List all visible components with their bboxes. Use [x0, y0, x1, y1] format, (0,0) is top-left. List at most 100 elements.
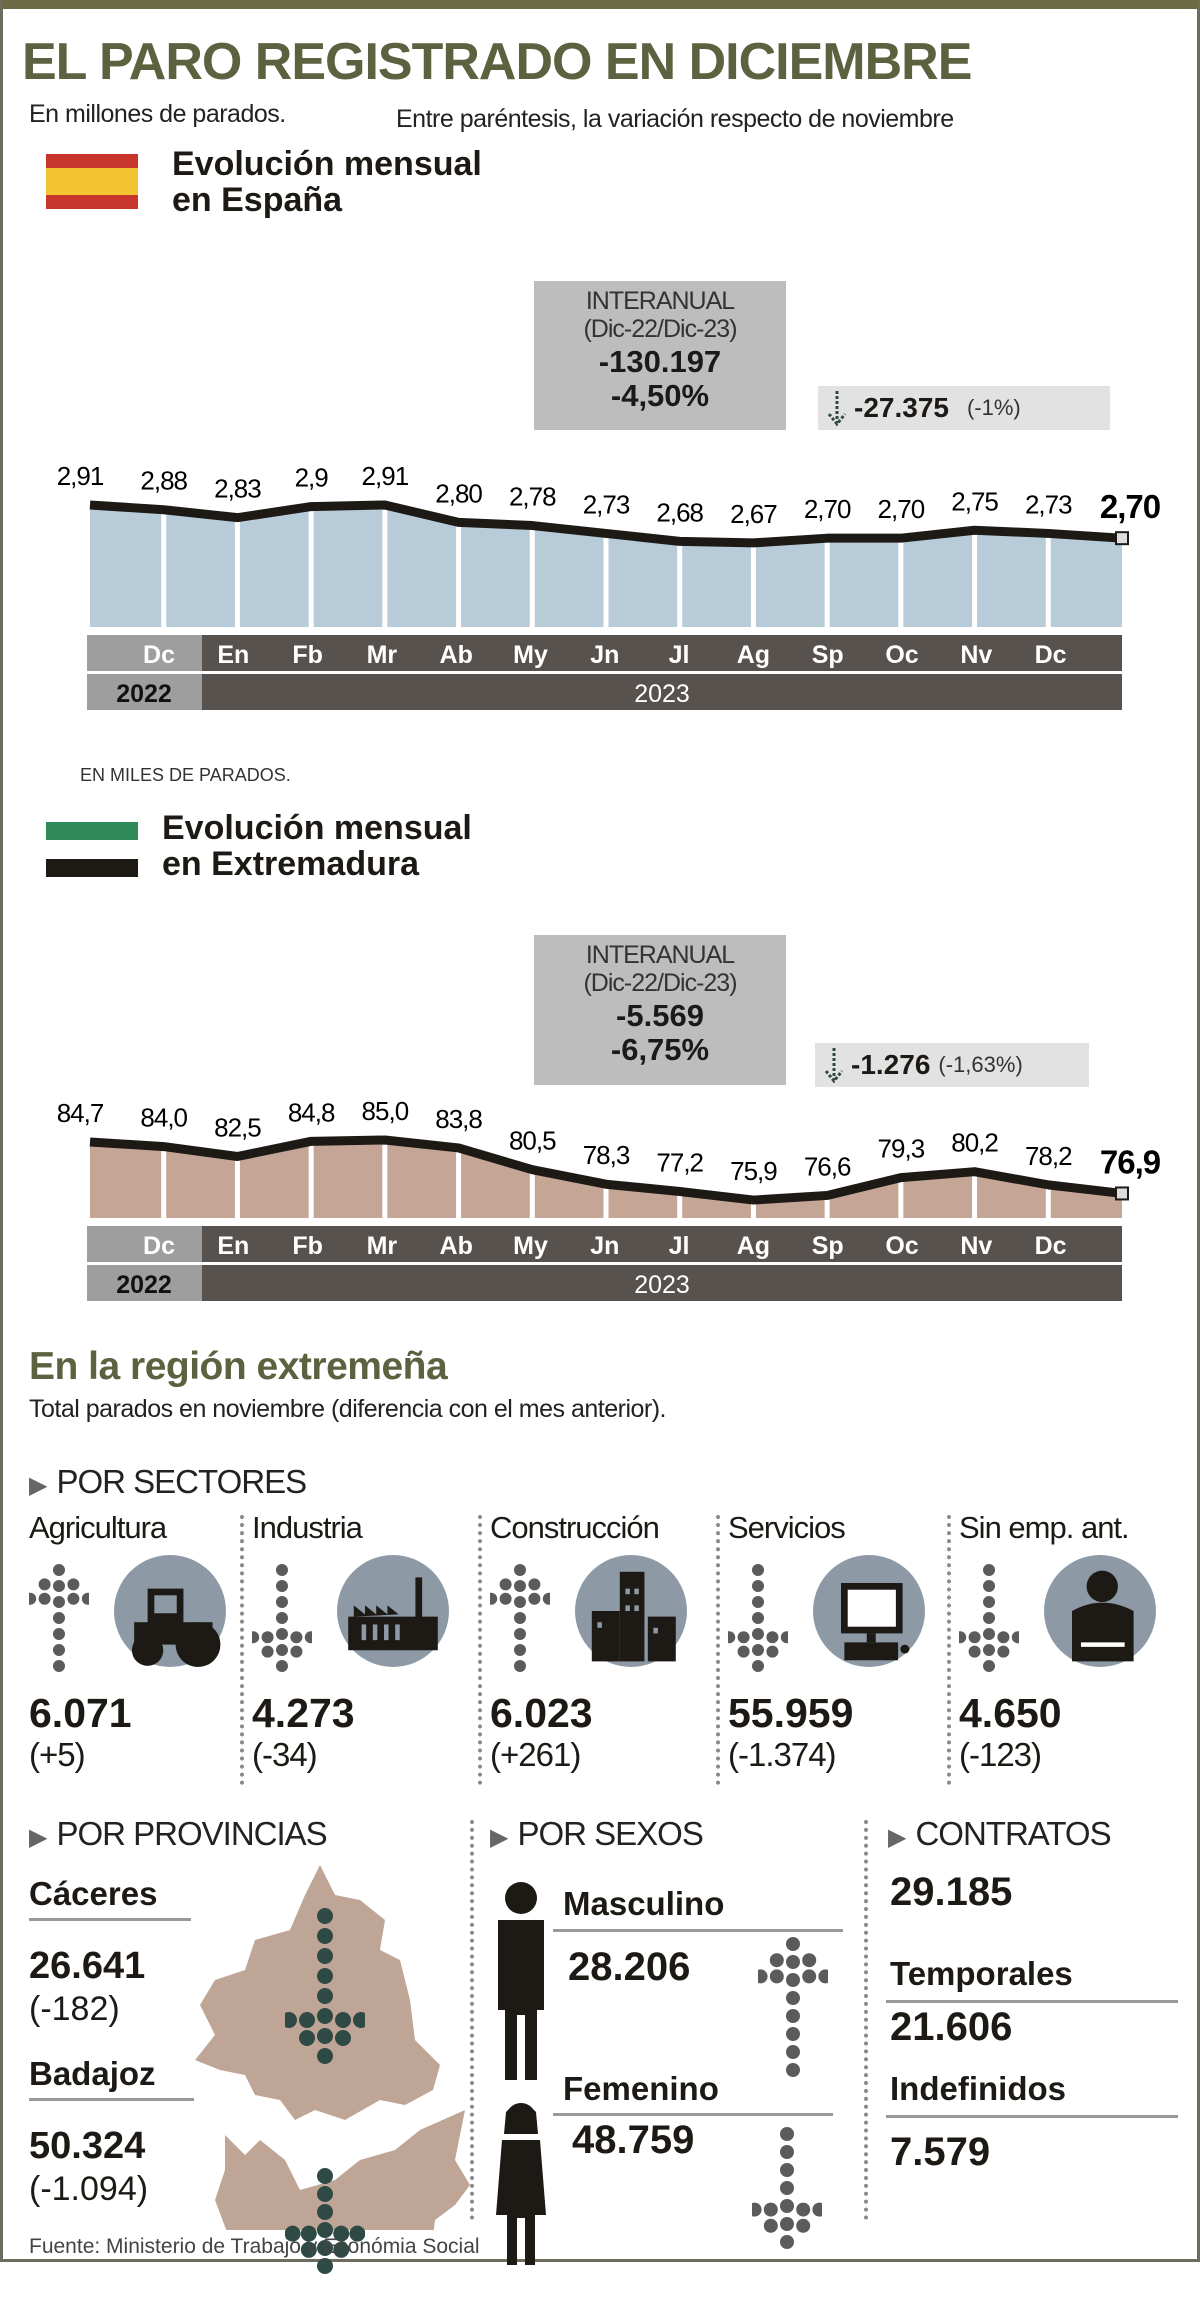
spain-title-line1: Evolución mensual	[172, 145, 482, 183]
arrow-dot	[317, 2048, 333, 2064]
arrow-dot	[752, 1628, 764, 1640]
spain-flag-icon	[46, 154, 138, 209]
sector-delta: (+261)	[490, 1736, 581, 1773]
month-label: Jn	[590, 641, 619, 669]
monthly-change-value: -1.276	[851, 1049, 931, 1080]
arrow-dot	[780, 2181, 794, 2195]
spain-chart: 2,91 2,88 2,83 2,9 2,91 2,80 2,78 2,73 2,68 2,67 2…	[57, 461, 1161, 710]
province-value-badajoz: 50.324	[29, 2125, 146, 2167]
data-label: 2,73	[1025, 489, 1072, 519]
arrow-dot	[514, 1660, 526, 1672]
series-line	[89, 500, 1123, 548]
data-label: 2,88	[140, 466, 187, 496]
arrow-dot	[53, 1612, 65, 1624]
arrow-dot	[786, 1991, 800, 2005]
province-delta-badajoz: (-1.094)	[29, 2170, 149, 2208]
divider	[864, 1820, 868, 2220]
arrow-dot	[796, 2202, 811, 2217]
month-label: Nv	[960, 641, 992, 669]
arrow-dot	[769, 1969, 784, 1984]
dotted-arrow-up-icon	[485, 1564, 555, 1672]
monthly-change-percent: (-1,63%)	[938, 1052, 1023, 1077]
divider	[716, 1515, 720, 1785]
provinces-heading: ▶ POR PROVINCIAS	[29, 1815, 328, 1853]
sector-label: Sin emp. ant.	[959, 1510, 1130, 1545]
arrow-dot	[780, 2199, 794, 2213]
month-label: Nv	[960, 1232, 992, 1260]
sector-value: 6.023	[490, 1690, 593, 1736]
year-band-2023	[202, 1265, 1122, 1301]
arrow-dot	[766, 1631, 779, 1644]
arrow-dot	[514, 1644, 526, 1656]
arrow-dot	[780, 2235, 794, 2249]
data-label: 2,83	[214, 474, 261, 504]
data-label: 85,0	[362, 1100, 409, 1126]
contracts-heading: ▶ CONTRATOS	[888, 1815, 1112, 1853]
data-label: 2,70	[878, 494, 925, 524]
month-label: Mr	[367, 1232, 398, 1260]
sex-value-female: 48.759	[572, 2118, 695, 2162]
contracts-heading-text: CONTRATOS	[915, 1815, 1111, 1852]
arrow-dot	[997, 1645, 1010, 1658]
arrow-dot	[786, 1937, 800, 1951]
person-icon	[1044, 1555, 1156, 1667]
month-label: My	[513, 1232, 548, 1260]
dotted-arrow-up-icon	[24, 1564, 94, 1672]
arrow-dot	[528, 1578, 541, 1591]
year-label: 2023	[634, 680, 690, 708]
underline	[553, 2113, 833, 2116]
month-label: En	[217, 641, 249, 669]
arrow-dot	[780, 2217, 794, 2231]
sector-trend-arrow	[485, 1558, 555, 1699]
arrow-dot	[261, 1645, 274, 1658]
month-band-2022	[87, 1226, 202, 1262]
data-label: 2,68	[656, 497, 703, 527]
arrow-dot	[317, 2186, 333, 2202]
data-label: 2,70	[1100, 488, 1160, 525]
sexes-heading-text: POR SEXOS	[517, 1815, 703, 1852]
data-label: 2,91	[362, 461, 409, 491]
triangle-icon: ▶	[29, 1824, 47, 1851]
month-label: Oc	[885, 1232, 918, 1260]
indefinidos-value: 7.579	[890, 2130, 991, 2174]
arrow-dot	[763, 2202, 778, 2217]
data-label: 83,8	[435, 1104, 482, 1134]
month-label: Dc	[143, 1232, 175, 1260]
caceres-map-shape	[195, 1865, 440, 2120]
female-trend-arrow-icon	[747, 2120, 827, 2279]
sector-trend-arrow	[247, 1558, 317, 1699]
arrow-dot	[499, 1592, 512, 1605]
arrow-dot	[780, 2127, 794, 2141]
extremadura-title-line2: en Extremadura	[162, 845, 419, 883]
month-label: Fb	[292, 1232, 323, 1260]
arrow-dot	[752, 1596, 764, 1608]
month-label: Sp	[812, 641, 844, 669]
indefinidos-label: Indefinidos	[890, 2070, 1066, 2107]
arrow-dot	[38, 1592, 51, 1605]
spain-title-line2: en España	[172, 181, 343, 219]
arrow-dot	[954, 1631, 967, 1644]
triangle-icon: ▶	[490, 1824, 508, 1851]
arrow-dot	[317, 2028, 333, 2044]
arrow-dot	[38, 1578, 51, 1591]
sector-value: 4.273	[252, 1690, 355, 1736]
sector-label: Construcción	[490, 1510, 660, 1545]
provinces-heading-text: POR PROVINCIAS	[56, 1815, 327, 1852]
arrow-dot	[281, 2012, 297, 2028]
sector-value: 4.650	[959, 1690, 1062, 1736]
month-label: Dc	[143, 641, 175, 669]
province-delta-caceres: (-182)	[29, 1990, 120, 2028]
data-label: 80,5	[509, 1126, 556, 1156]
page-title: EL PARO REGISTRADO EN DICIEMBRE	[22, 33, 972, 91]
divider	[478, 1515, 482, 1785]
female-person-icon	[496, 2103, 546, 2265]
underline	[553, 1929, 843, 1932]
arrow-dot	[317, 2258, 333, 2274]
sector-value: 55.959	[728, 1690, 854, 1736]
extremadura-section-title: Evolución mensual en Extremadura	[162, 810, 472, 882]
spain-monthly-change: -27.375 (-1%)	[818, 386, 1110, 430]
month-label: Fb	[292, 641, 323, 669]
arrow-dot	[317, 1988, 333, 2004]
arrow-dot	[290, 1631, 303, 1644]
